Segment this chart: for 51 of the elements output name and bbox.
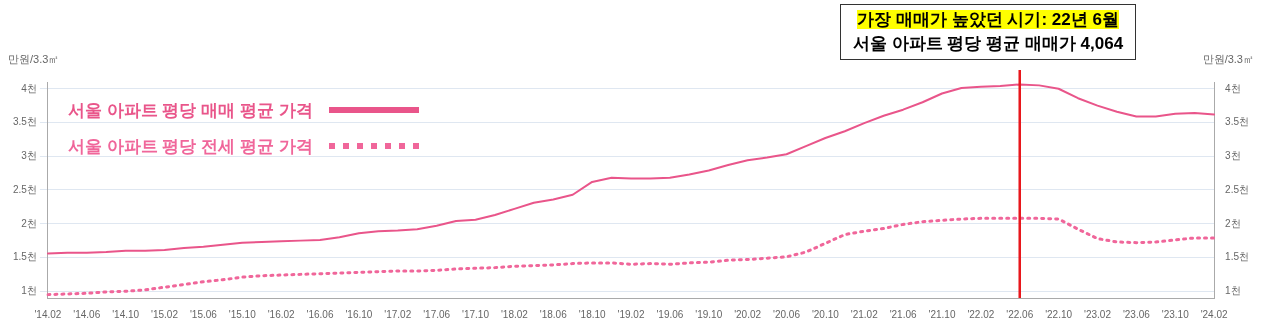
x-tick-label: '22.10 [1045,308,1073,320]
x-tick-label: '24.02 [1200,308,1228,320]
x-tick-label: '23.02 [1084,308,1112,320]
x-tick-label: '14.10 [112,308,140,320]
x-tick-label: '16.06 [306,308,334,320]
y-axis-title: 만원/3.3㎡ [8,52,60,67]
text: 가장 매매가 높았던 시기: 22년 6월 [857,10,1119,29]
text: 서울 아파트 평당 매매 평균 가격 [68,99,313,122]
x-tick-label: '21.02 [850,308,879,320]
y2-tick-label: 2.5천 [1225,183,1249,195]
x-tick-label: '14.02 [34,308,62,320]
x-tick-label: '20.02 [734,308,762,320]
y2-tick-label: 4천 [1225,82,1241,94]
y2-tick-label: 1.5천 [1225,251,1249,263]
y2-tick-label: 1천 [1225,285,1241,296]
y-tick-label: 1.5천 [13,251,37,263]
x-tick-label: '23.10 [1161,308,1190,320]
y-tick-label: 3.5천 [13,116,37,128]
x-tick-label: '18.10 [578,308,607,320]
x-tick-label: '15.06 [189,308,218,320]
x-tick-label: '23.06 [1122,308,1151,320]
y-tick-label: 2천 [21,217,37,229]
x-tick-label: '17.02 [384,308,412,320]
x-tick-label: '19.06 [656,308,684,320]
x-tick-label: '17.06 [423,308,451,320]
text: 서울 아파트 평당 평균 매매가 4,064 [853,34,1124,53]
y-tick-label: 4천 [21,82,37,94]
x-tick-label: '17.10 [462,308,490,320]
x-tick-label: '22.02 [967,308,995,320]
y-tick-label: 2.5천 [13,183,37,195]
x-tick-label: '21.10 [928,308,956,320]
x-tick-label: '18.06 [539,308,568,320]
x-tick-label: '20.06 [773,308,801,320]
x-tick-label: '18.02 [500,308,529,320]
y2-tick-label: 2천 [1225,217,1241,229]
x-tick-label: '20.10 [811,308,840,320]
x-tick-label: '21.06 [889,308,918,320]
x-tick-label: '15.10 [228,308,257,320]
x-tick-label: '16.02 [267,308,296,320]
y-tick-label: 3천 [21,150,37,161]
x-tick-label: '14.06 [73,308,101,320]
y-tick-label: 1천 [21,285,37,296]
x-tick-label: '16.10 [345,308,373,320]
x-tick-label: '19.10 [695,308,723,320]
y2-tick-label: 3.5천 [1225,116,1249,128]
x-tick-label: '15.02 [151,308,179,320]
x-tick-label: '19.02 [617,308,645,320]
legend-label: 서울 아파트 평당 전세 평균 가격 [68,135,313,158]
x-tick-label: '22.06 [1006,308,1034,320]
y2-tick-label: 3천 [1225,150,1241,161]
y2-axis-title: 만원/3.3㎡ [1202,52,1254,67]
